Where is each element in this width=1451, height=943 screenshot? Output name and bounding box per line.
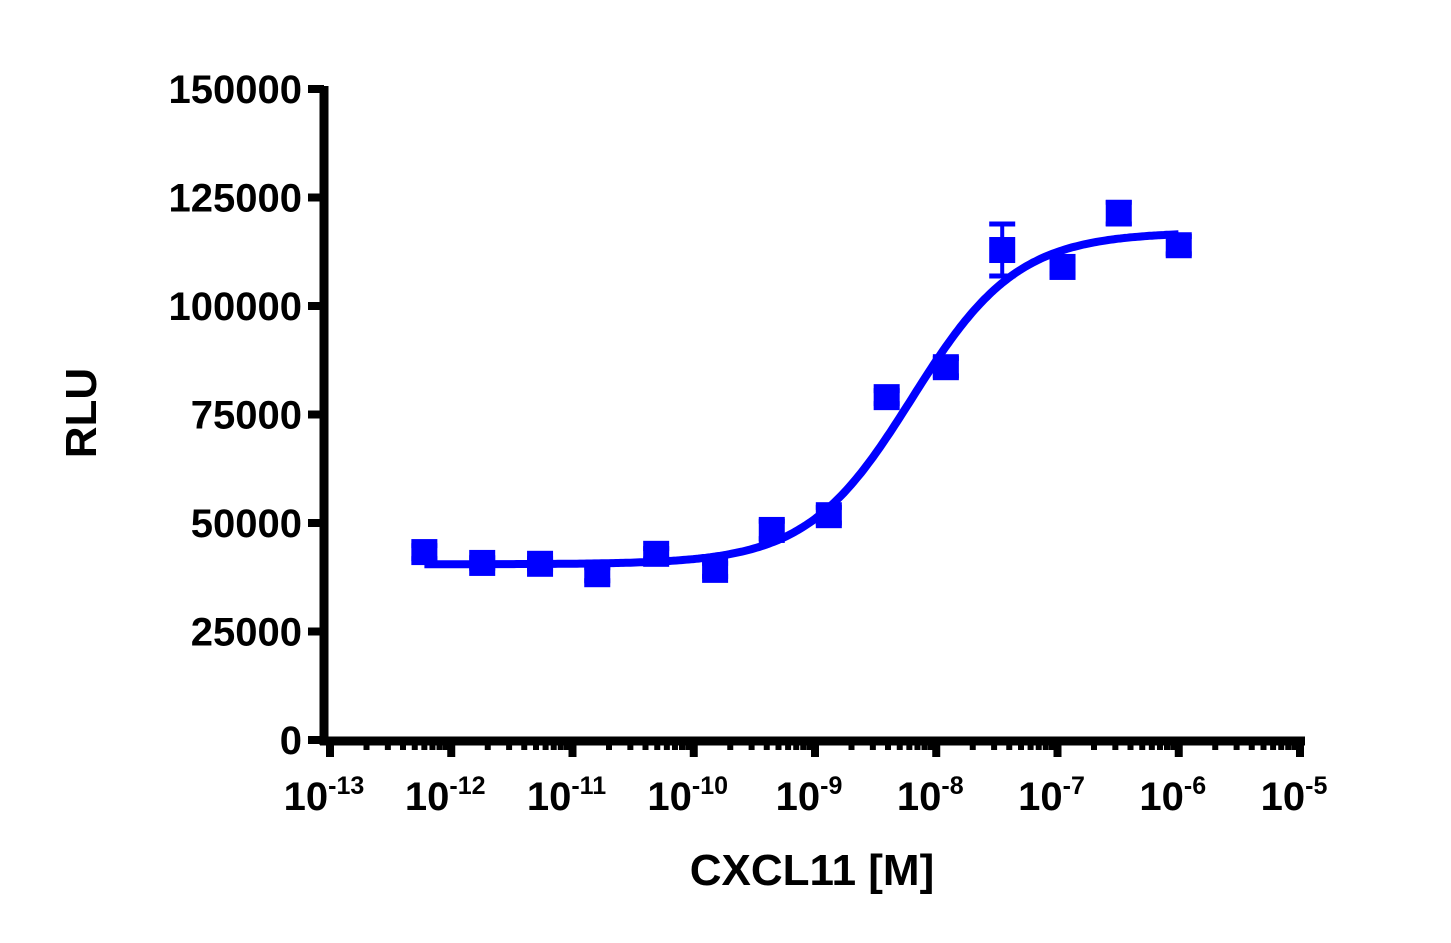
square-marker — [1165, 232, 1192, 259]
x-tick-label: 10-6 — [1139, 772, 1206, 819]
y-axis-ticks: 0 25000 50000 75000 100000 125000 150000 — [169, 68, 324, 763]
x-tick-label: 10-9 — [776, 772, 843, 819]
y-tick-label: 25000 — [191, 611, 302, 655]
y-tick-label: 50000 — [191, 502, 302, 546]
x-tick-label: 10-7 — [1018, 772, 1085, 819]
square-marker — [469, 549, 496, 576]
square-marker — [643, 540, 670, 567]
y-tick-label: 100000 — [169, 285, 302, 329]
axes — [319, 86, 1305, 746]
data-points — [411, 199, 1192, 588]
square-marker — [758, 516, 785, 543]
fit-curve — [424, 230, 1179, 569]
x-tick-label: 10-5 — [1261, 772, 1328, 819]
x-tick-label: 10-11 — [527, 772, 606, 819]
fit-line — [424, 230, 1179, 569]
square-marker — [584, 561, 611, 588]
x-tick-label: 10-13 — [284, 772, 365, 819]
square-marker — [527, 550, 554, 577]
square-marker — [411, 539, 438, 566]
square-marker — [1049, 253, 1076, 280]
y-axis-title: RLU — [57, 368, 106, 458]
square-marker — [932, 354, 959, 381]
square-marker — [989, 237, 1016, 264]
square-marker — [815, 502, 842, 529]
x-tick-label: 10-12 — [405, 772, 486, 819]
x-axis-title: CXCL11 [M] — [690, 846, 934, 895]
y-tick-label: 125000 — [169, 177, 302, 221]
square-marker — [1105, 200, 1132, 227]
x-tick-label: 10-8 — [897, 772, 964, 819]
square-marker — [702, 556, 729, 583]
square-marker — [873, 384, 900, 411]
x-tick-label: 10-10 — [647, 772, 728, 819]
y-tick-label: 75000 — [191, 394, 302, 438]
x-axis-ticks: 10-13 10-12 10-11 10-10 10-9 10-8 10-7 10-6 10-5 — [284, 741, 1328, 819]
y-tick-label: 150000 — [169, 68, 302, 112]
y-tick-label: 0 — [280, 719, 302, 763]
